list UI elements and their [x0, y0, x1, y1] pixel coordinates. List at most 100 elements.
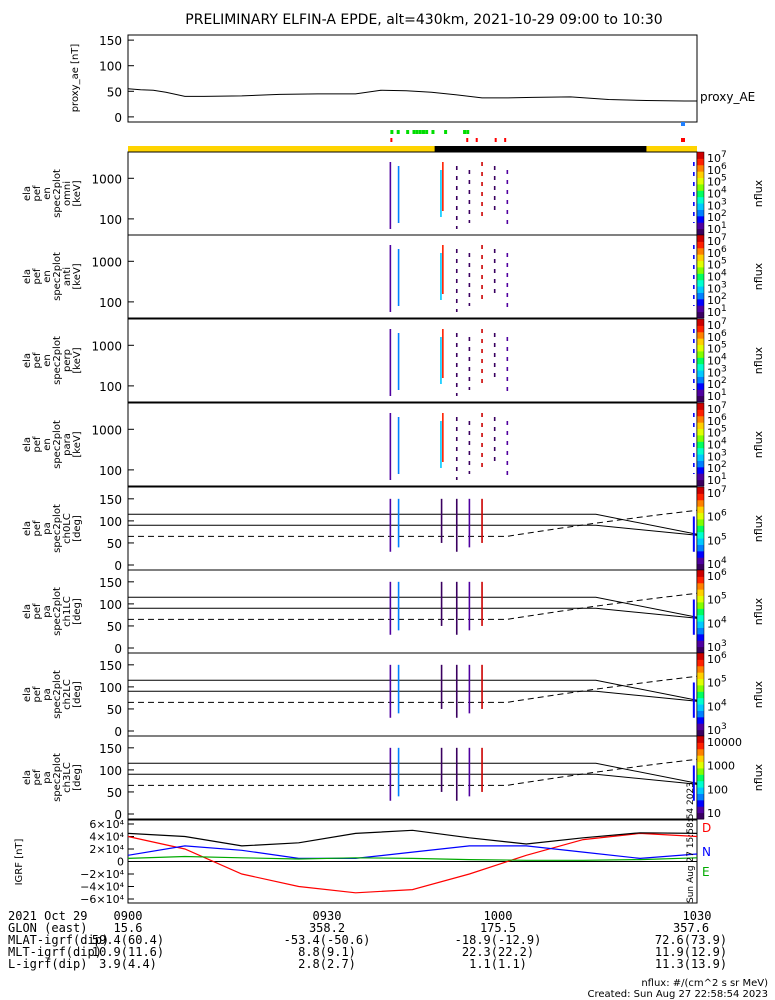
pa-colorbar-swatch [697, 563, 704, 571]
proxy-ae-ytick-label: 100 [99, 60, 122, 74]
footer-value: -18.9(-12.9) [455, 933, 542, 947]
pa-ylabel-line: spec2plot [52, 670, 63, 719]
footer-value: -53.4(-50.6) [284, 933, 371, 947]
perpendicular-line [128, 524, 698, 536]
energy-ytick-label: 100 [99, 296, 122, 310]
pa-ylabel-line: spec2plot [52, 504, 63, 553]
pa-ylabel-line: pa [42, 605, 53, 617]
pa-ytick-label: 50 [107, 786, 122, 800]
footer-value: 175.5 [480, 921, 516, 935]
energy-ylabel-line: ela [22, 437, 33, 452]
pa-colorbar-swatch [697, 723, 704, 731]
energy-colorbar-tick-exponent: 7 [721, 401, 727, 411]
energy-colorbar-swatch [697, 473, 704, 481]
energy-colorbar-tick-label: 10 [707, 415, 721, 428]
footer-value: 358.2 [309, 921, 345, 935]
pa-colorbar-swatch [697, 493, 704, 501]
pa-ytick-label: 150 [99, 742, 122, 756]
energy-colorbar-swatch [697, 311, 704, 319]
energy-colorbar-swatch [697, 273, 704, 281]
pa-ytick-label: 100 [99, 764, 122, 778]
pa-ytick-label: 0 [114, 642, 122, 656]
pa-colorbar-swatch [697, 595, 704, 603]
eclipse-bar [434, 146, 647, 152]
pa-ylabel-line: pa [42, 522, 53, 534]
energy-colorbar-swatch [697, 382, 704, 390]
footer-value: 11.3(13.9) [655, 957, 727, 971]
energy-colorbar-swatch [697, 196, 704, 204]
energy-ylabel-line: [keV] [72, 431, 83, 457]
pa-colorbar-tick-exponent: 6 [721, 651, 727, 661]
green-quality-mark [444, 130, 448, 134]
energy-colorbar-tick-exponent: 1 [721, 304, 727, 314]
energy-ylabel-line: omni [62, 181, 73, 206]
green-quality-mark [418, 130, 422, 134]
energy-colorbar-tick-label: 10 [707, 211, 721, 224]
energy-colorbar-swatch [697, 331, 704, 339]
pa-colorbar-swatch [697, 780, 704, 788]
igrf-ytick-label: −2×10⁴ [80, 868, 124, 881]
blue-quality-mark [681, 122, 685, 126]
pa-ytick-label: 150 [99, 576, 122, 590]
pa-colorbar-swatch [697, 601, 704, 609]
green-quality-mark [466, 130, 470, 134]
pa-colorbar-label: nflux [752, 763, 765, 791]
energy-ylabel-line: anti [62, 267, 73, 286]
energy-colorbar-tick-label: 10 [707, 223, 721, 236]
pa-ylabel-line: pa [42, 771, 53, 783]
energy-colorbar-swatch [697, 325, 704, 333]
igrf-ytick-label: 2×10⁴ [89, 843, 124, 856]
energy-colorbar-swatch [697, 177, 704, 185]
energy-colorbar-tick-label: 10 [707, 164, 721, 177]
energy-colorbar-swatch [697, 260, 704, 268]
energy-colorbar-swatch [697, 254, 704, 262]
energy-ylabel-line: ela [22, 269, 33, 284]
pa-colorbar-tick-exponent: 3 [721, 722, 727, 732]
energy-ylabel-line: en [42, 187, 53, 200]
energy-colorbar-label: nflux [752, 430, 765, 458]
proxy-ae-ytick-label: 0 [114, 111, 122, 125]
energy-ylabel-line: en [42, 438, 53, 451]
pa-colorbar-swatch [697, 499, 704, 507]
pa-colorbar-swatch [697, 812, 704, 820]
pa-ylabel-line: [deg] [72, 681, 83, 708]
energy-colorbar-swatch [697, 389, 704, 397]
energy-colorbar-swatch [697, 292, 704, 300]
energy-colorbar-swatch [697, 447, 704, 455]
red-quality-mark [504, 138, 507, 142]
igrf-series-N [127, 845, 698, 860]
energy-colorbar-tick-label: 10 [707, 199, 721, 212]
energy-ytick-label: 1000 [91, 423, 122, 437]
pa-colorbar-frame [696, 735, 705, 820]
pa-colorbar-label: nflux [752, 597, 765, 625]
energy-colorbar-tick-label: 10 [707, 294, 721, 307]
energy-colorbar-tick-exponent: 5 [721, 425, 727, 435]
pa-panel-frame [127, 735, 698, 820]
energy-colorbar-tick-exponent: 7 [721, 317, 727, 327]
energy-colorbar-swatch [697, 319, 704, 326]
pa-colorbar-tick-label: 10 [707, 617, 721, 630]
energy-colorbar-tick-exponent: 2 [721, 376, 727, 386]
footer-created: Created: Sun Aug 27 22:58:54 2023 [588, 989, 768, 1000]
pa-panel-frame [127, 652, 698, 737]
pa-colorbar-swatch [697, 806, 704, 814]
igrf-ytick-label: −4×10⁴ [80, 881, 124, 894]
energy-colorbar-tick-exponent: 4 [721, 186, 727, 196]
energy-colorbar-tick-exponent: 5 [721, 174, 727, 184]
pa-ylabel-line: ela [22, 770, 33, 785]
pa-colorbar-swatch [697, 544, 704, 552]
energy-colorbar-swatch [697, 376, 704, 384]
energy-colorbar-swatch [697, 395, 704, 403]
pa-colorbar-tick-exponent: 4 [721, 615, 727, 625]
loss-cone-line [128, 513, 698, 535]
energy-ylabel-line: ela [22, 186, 33, 201]
pa-ylabel-line: ch1LC [62, 596, 73, 627]
energy-colorbar-swatch [697, 164, 704, 172]
pa-panel-frame [127, 486, 698, 571]
energy-colorbar-swatch [697, 479, 704, 487]
red-quality-mark [494, 138, 497, 142]
green-quality-mark [421, 130, 425, 134]
energy-ylabel-line: spec2plot [52, 420, 63, 469]
pa-colorbar-swatch [697, 525, 704, 533]
